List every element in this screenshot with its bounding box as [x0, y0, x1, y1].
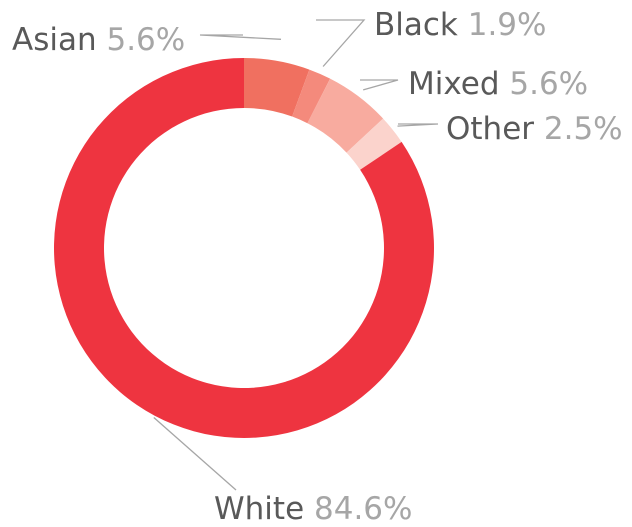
leader-line-asian [199, 34, 282, 40]
label-category: Mixed [408, 66, 500, 102]
donut-slices [53, 58, 434, 438]
leader-line-white [153, 417, 237, 491]
leader-lines [153, 19, 439, 491]
label-white: White 84.6% [214, 491, 412, 527]
label-category: White [214, 491, 304, 527]
slice-other [346, 118, 402, 170]
label-asian: Asian 5.6% [12, 22, 185, 58]
leader-line-mixed [360, 79, 399, 91]
slice-asian [244, 58, 310, 117]
label-percent: 5.6% [500, 66, 589, 102]
leader-line-black [316, 19, 366, 67]
label-category: Other [446, 111, 534, 147]
slice-mixed [307, 78, 384, 153]
label-category: Asian [12, 22, 97, 58]
label-black: Black 1.9% [374, 7, 547, 43]
label-category: Black [374, 7, 458, 43]
label-percent: 1.9% [458, 7, 547, 43]
label-percent: 5.6% [97, 22, 186, 58]
label-percent: 2.5% [534, 111, 623, 147]
label-mixed: Mixed 5.6% [408, 66, 588, 102]
label-other: Other 2.5% [446, 111, 623, 147]
slice-black [292, 69, 331, 124]
leader-line-other [397, 123, 439, 127]
label-percent: 84.6% [304, 491, 412, 527]
slice-labels: Asian 5.6% Black 1.9% Mixed 5.6% Other 2.5%… [12, 7, 623, 527]
